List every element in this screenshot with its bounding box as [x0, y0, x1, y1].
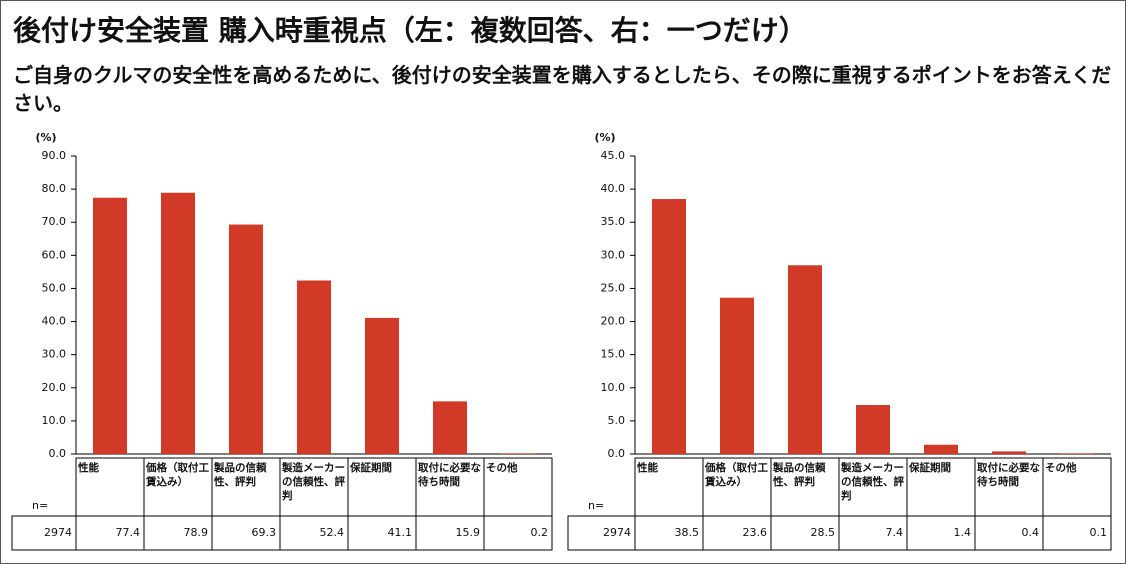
- y-tick-label: 30.0: [42, 348, 67, 361]
- category-cell: 取付に必要な待ち時間: [977, 462, 1040, 488]
- value-cell: 52.4: [320, 526, 345, 539]
- category-cell: 製造メーカーの信頼性、評判: [282, 462, 345, 502]
- y-tick-label: 10.0: [42, 414, 67, 427]
- value-cell: 0.1: [1090, 526, 1108, 539]
- category-cell: その他: [486, 462, 518, 474]
- y-axis-label: (%): [594, 131, 615, 144]
- value-cell: 7.4: [886, 526, 904, 539]
- y-axis-label: (%): [35, 131, 56, 144]
- y-tick-label: 40.0: [42, 315, 67, 328]
- category-cell: 性能: [637, 462, 658, 474]
- value-cell: 41.1: [388, 526, 413, 539]
- category-label: 製造メーカーの信頼性、評判: [282, 462, 345, 502]
- bar: [501, 453, 535, 454]
- value-cell: 23.6: [743, 526, 768, 539]
- category-cell: 保証期間: [909, 462, 951, 474]
- category-label: 取付に必要な待ち時間: [418, 462, 481, 488]
- y-tick-label: 40.0: [601, 182, 626, 195]
- bar: [365, 317, 399, 454]
- value-cell: 0.4: [1022, 526, 1040, 539]
- page-subtitle: ご自身のクルマの安全性を高めるために、後付けの安全装置を購入するとしたら、その際…: [13, 63, 1112, 115]
- value-cell: 78.9: [184, 526, 209, 539]
- category-label: その他: [486, 462, 518, 474]
- category-label: 価格（取付工賃込み）: [705, 462, 768, 488]
- category-cell: 取付に必要な待ち時間: [418, 462, 481, 488]
- category-label: その他: [1045, 462, 1077, 474]
- bar: [1060, 453, 1094, 454]
- bar: [992, 451, 1026, 454]
- value-cell: 38.5: [675, 526, 700, 539]
- bar: [229, 224, 263, 454]
- category-label: 保証期間: [909, 462, 951, 474]
- y-tick-label: 60.0: [42, 248, 67, 261]
- y-tick-label: 70.0: [42, 215, 67, 228]
- category-cell: 価格（取付工賃込み）: [705, 462, 768, 488]
- bar: [924, 444, 958, 454]
- y-tick-label: 10.0: [601, 381, 626, 394]
- bar: [856, 404, 890, 454]
- category-label: 取付に必要な待ち時間: [977, 462, 1040, 488]
- n-value: 2974: [603, 526, 631, 539]
- category-cell: 保証期間: [350, 462, 392, 474]
- y-tick-label: 5.0: [608, 414, 626, 427]
- y-tick-label: 20.0: [601, 315, 626, 328]
- value-cell: 15.9: [456, 526, 481, 539]
- y-tick-label: 35.0: [601, 215, 626, 228]
- y-tick-label: 0.0: [49, 447, 67, 460]
- y-tick-label: 80.0: [42, 182, 67, 195]
- y-tick-label: 25.0: [601, 281, 626, 294]
- category-cell: 製造メーカーの信頼性、評判: [841, 462, 904, 502]
- bar: [93, 197, 127, 454]
- bar: [720, 297, 754, 454]
- category-cell: 性能: [78, 462, 99, 474]
- bar: [297, 280, 331, 454]
- y-tick-label: 30.0: [601, 248, 626, 261]
- category-cell: 価格（取付工賃込み）: [146, 462, 209, 488]
- category-label: 保証期間: [350, 462, 392, 474]
- n-label: n=: [588, 499, 604, 512]
- category-label: 性能: [78, 462, 99, 474]
- page-title: 後付け安全装置 購入時重視点（左：複数回答、右：一つだけ）: [13, 14, 807, 47]
- y-tick-label: 50.0: [42, 281, 67, 294]
- bar: [652, 199, 686, 454]
- y-tick-label: 0.0: [608, 447, 626, 460]
- category-label: 製品の信頼性、評判: [773, 462, 826, 488]
- y-tick-label: 15.0: [601, 348, 626, 361]
- y-tick-label: 20.0: [42, 381, 67, 394]
- category-cell: 製品の信頼性、評判: [214, 462, 267, 488]
- value-cell: 28.5: [811, 526, 836, 539]
- bar: [433, 401, 467, 454]
- category-label: 製品の信頼性、評判: [214, 462, 267, 488]
- value-cell: 77.4: [116, 526, 141, 539]
- value-cell: 69.3: [252, 526, 277, 539]
- n-label: n=: [32, 499, 48, 512]
- category-label: 価格（取付工賃込み）: [146, 462, 209, 488]
- category-label: 製造メーカーの信頼性、評判: [841, 462, 904, 502]
- category-cell: その他: [1045, 462, 1077, 474]
- y-tick-label: 90.0: [42, 149, 67, 162]
- y-tick-label: 45.0: [601, 149, 626, 162]
- value-cell: 0.2: [531, 526, 549, 539]
- bar: [788, 265, 822, 454]
- n-value: 2974: [44, 526, 72, 539]
- value-cell: 1.4: [954, 526, 972, 539]
- category-cell: 製品の信頼性、評判: [773, 462, 826, 488]
- bar: [161, 192, 195, 454]
- category-label: 性能: [637, 462, 658, 474]
